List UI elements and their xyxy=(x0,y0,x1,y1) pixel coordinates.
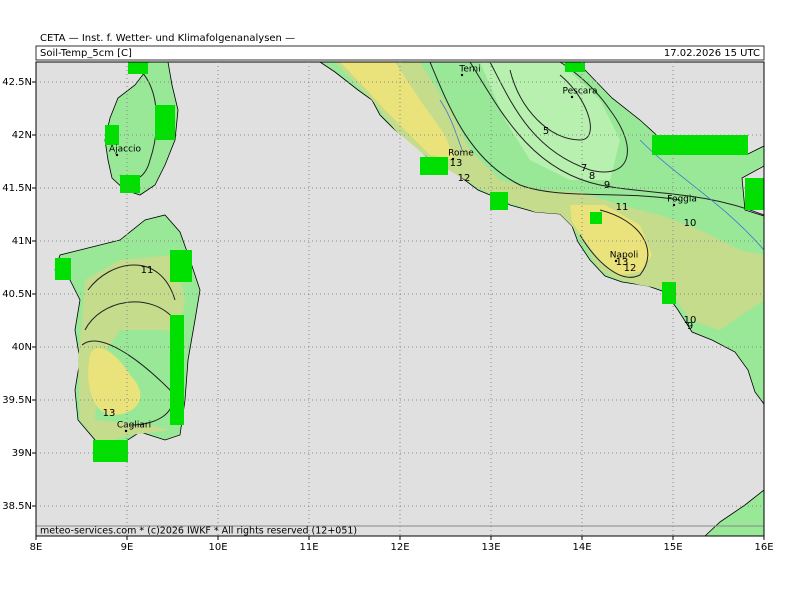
contour-label: 8 xyxy=(589,171,595,182)
lat-label: 40.5N xyxy=(2,289,32,300)
parameter: Soil-Temp_5cm [C] xyxy=(40,48,132,59)
place-dot xyxy=(614,259,618,263)
lat-label: 39N xyxy=(12,448,32,459)
footer: meteo-services.com * (c)2026 IWKF * All … xyxy=(40,526,357,537)
overlay: 8E 9E 10E 11E 12E 13E 14E 15E 16E 42.5N 42N 41.5N 41… xyxy=(2,62,774,553)
lon-label: 15E xyxy=(663,542,682,553)
zone-yellow xyxy=(340,62,652,275)
place-label: Ajaccio xyxy=(109,145,142,155)
place-dot xyxy=(570,95,574,99)
place-label: Napoli xyxy=(610,251,638,261)
zone-sardinia-olive xyxy=(78,255,185,445)
lon-label: 9E xyxy=(121,542,134,553)
contour-label: 10 xyxy=(684,218,697,229)
header-box xyxy=(35,45,765,61)
zone-cool xyxy=(480,62,620,180)
lon-label: 16E xyxy=(754,542,773,553)
contours xyxy=(429,61,765,278)
place-label: Cagliari xyxy=(117,421,151,431)
lat-label: 42.5N xyxy=(2,77,32,88)
place-dot xyxy=(460,73,464,77)
contour-label: 13 xyxy=(450,158,463,169)
place-label: Foggia xyxy=(667,195,697,205)
place-dot xyxy=(451,157,455,161)
place-label: Pescara xyxy=(562,87,597,97)
contour-label: 9 xyxy=(604,180,610,191)
title: CETA — Inst. f. Wetter- und Klimafolgena… xyxy=(40,33,295,44)
place-label: Rome xyxy=(448,149,474,159)
contours-sardinia xyxy=(81,264,176,426)
lat-label: 41N xyxy=(12,236,32,247)
contour-label: 11 xyxy=(141,265,154,276)
lon-label: 13E xyxy=(481,542,500,553)
place-dot xyxy=(124,429,128,433)
contour-label: 7 xyxy=(581,163,587,174)
lat-label: 38.5N xyxy=(2,501,32,512)
place-dot xyxy=(115,153,119,157)
valid-time: 17.02.2026 15 UTC xyxy=(664,48,760,59)
lat-label: 40N xyxy=(12,342,32,353)
contour-label: 13 xyxy=(616,257,629,268)
map-area: meteo-services.com * (c)2026 IWKF * All … xyxy=(35,61,765,537)
mask-cells xyxy=(55,62,764,462)
place-label: Terni xyxy=(458,65,480,75)
contour-label: 11 xyxy=(616,202,629,213)
zone-olive xyxy=(335,62,764,330)
lon-label: 14E xyxy=(572,542,591,553)
contour-label: 10 xyxy=(684,315,697,326)
lat-label: 42N xyxy=(12,130,32,141)
contour-label: 12 xyxy=(624,263,637,274)
place-dot xyxy=(672,203,676,207)
lon-label: 11E xyxy=(299,542,318,553)
lat-label: 41.5N xyxy=(2,183,32,194)
lat-label: 39.5N xyxy=(2,395,32,406)
lon-label: 10E xyxy=(208,542,227,553)
contour-label: 12 xyxy=(458,173,471,184)
contour-label: 5 xyxy=(543,126,549,137)
contour-label: 9 xyxy=(687,321,693,332)
contour-label: 13 xyxy=(103,408,116,419)
lon-label: 12E xyxy=(390,542,409,553)
lon-label: 8E xyxy=(30,542,43,553)
